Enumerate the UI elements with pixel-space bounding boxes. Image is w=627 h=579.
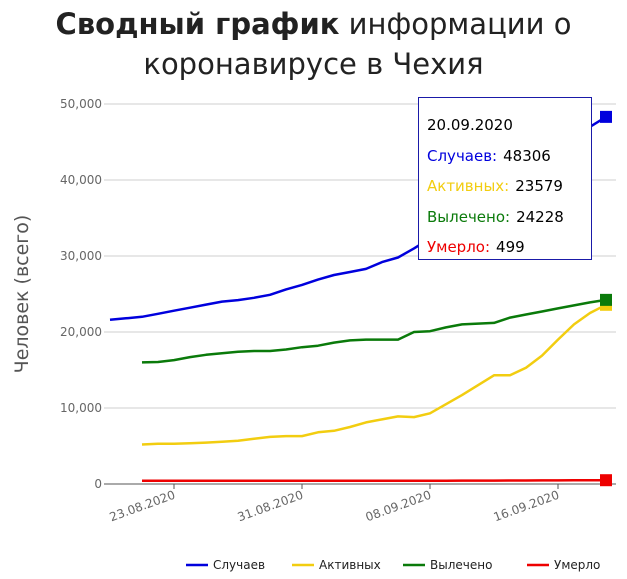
x-tick-label: 08.09.2020 <box>364 488 433 525</box>
y-axis-label: Человек (всего) <box>11 215 33 374</box>
tooltip-row-recovered: Вылечено: 24228 <box>427 202 591 233</box>
tooltip-row-active: Активных: 23579 <box>427 171 591 202</box>
tooltip-label: Активных: <box>427 177 510 195</box>
tooltip-value: 24228 <box>516 207 564 226</box>
chart-title-line2: коронавирусе в Чехия <box>143 47 484 81</box>
series-endpoint-marker[interactable] <box>600 293 612 306</box>
y-tick-label: 50,000 <box>60 97 102 111</box>
legend-label: Активных <box>319 558 381 572</box>
tooltip-value: 48306 <box>503 146 551 165</box>
x-tick-label: 31.08.2020 <box>236 488 305 525</box>
legend-item[interactable]: Случаев <box>186 558 265 572</box>
legend-item[interactable]: Вылечено <box>403 558 492 572</box>
y-tick-label: 0 <box>94 477 102 491</box>
tooltip-row-cases: Случаев: 48306 <box>427 141 591 172</box>
series-endpoint-marker[interactable] <box>600 474 612 487</box>
x-tick-label: 23.08.2020 <box>108 488 177 525</box>
tooltip: 20.09.2020 Случаев: 48306 Активных: 23579 … <box>418 97 592 260</box>
legend-item[interactable]: Умерло <box>527 558 600 572</box>
series-line-1 <box>141 303 607 446</box>
tooltip-label: Вылечено: <box>427 207 511 226</box>
x-ticks: 23.08.2020 31.08.2020 08.09.2020 16.09.2020 <box>108 484 561 524</box>
y-tick-label: 40,000 <box>60 173 102 187</box>
y-tick-label: 10,000 <box>60 401 102 415</box>
legend-label: Случаев <box>213 558 265 572</box>
x-tick-label: 16.09.2020 <box>492 488 561 525</box>
chart-title-bold: Сводный график <box>55 7 340 41</box>
series-lines <box>109 110 612 487</box>
series-line-3 <box>142 478 607 483</box>
y-ticks: 0 10,000 20,000 30,000 40,000 50,000 <box>60 97 102 491</box>
tooltip-date: 20.09.2020 <box>427 116 513 134</box>
tooltip-row-deaths: Умерло: 499 <box>427 232 591 263</box>
tooltip-label: Случаев: <box>427 146 498 165</box>
chart-title: Сводный график информации о коронавирусе… <box>0 4 627 84</box>
legend-item[interactable]: Активных <box>292 558 381 572</box>
tooltip-value: 23579 <box>515 177 563 195</box>
legend-label: Вылечено <box>430 558 492 572</box>
legend[interactable]: Случаев Активных Вылечено Умерло <box>186 558 600 572</box>
series-endpoint-marker[interactable] <box>600 110 612 123</box>
tooltip-label: Умерло: <box>427 238 491 256</box>
series-line-2 <box>141 298 607 364</box>
y-tick-label: 20,000 <box>60 325 102 339</box>
legend-label: Умерло <box>554 558 600 572</box>
chart-title-rest: информации о <box>339 7 572 41</box>
tooltip-value: 499 <box>496 238 525 256</box>
y-tick-label: 30,000 <box>60 249 102 263</box>
